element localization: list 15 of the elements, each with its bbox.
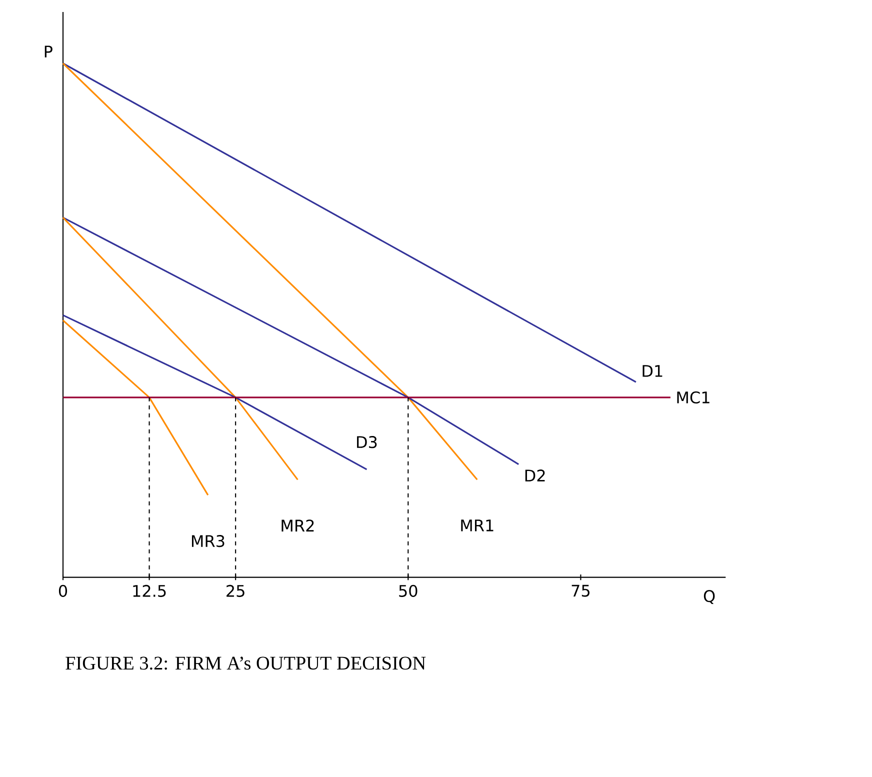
text: MR1 [461,519,494,532]
x-tick-label: 12.5 [133,584,166,597]
series-label: D3 [357,436,377,448]
x-axis-title: Q [704,590,715,604]
x-tick-label: 25 [226,584,244,597]
text: MR3 [192,534,224,547]
text: FIGURE 3.2: FIRM A’s OUTPUT DECISION [66,656,426,670]
text: MR2 [282,519,314,532]
x-tick-label: 75 [572,584,590,597]
series-label: MC1 [677,391,710,404]
series-label: D2 [525,469,545,482]
series-label: D1 [642,364,662,377]
x-tick-label: 0 [58,584,68,597]
x-tick-label: 50 [399,584,418,597]
y-axis-title: P [44,46,52,58]
